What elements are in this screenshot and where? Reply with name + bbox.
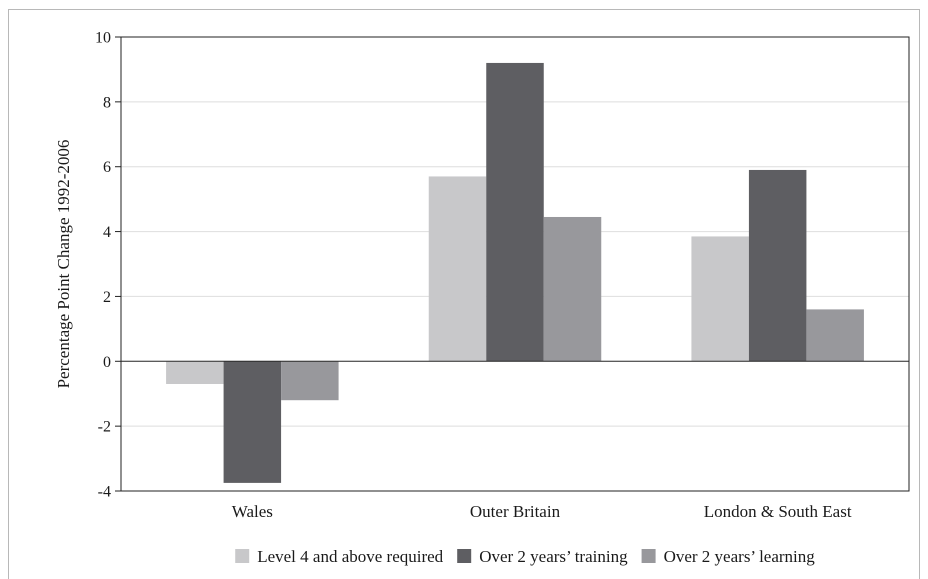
y-tick-label: -2 <box>98 419 111 436</box>
x-category-label: Wales <box>232 502 273 521</box>
legend-swatch <box>641 549 656 563</box>
bar <box>748 169 807 362</box>
y-tick-label: 10 <box>95 30 111 47</box>
bar <box>281 361 339 401</box>
legend: Level 4 and above required Over 2 years’ … <box>235 547 815 566</box>
plot-area-border <box>120 36 910 492</box>
y-tick-label: 4 <box>103 224 111 241</box>
bar <box>428 176 487 362</box>
legend-swatch <box>235 549 250 563</box>
y-tick-label: 8 <box>103 94 111 111</box>
bar <box>486 62 544 362</box>
legend-label: Over 2 years’ training <box>479 547 628 566</box>
bar <box>806 309 864 362</box>
y-axis: 10 8 6 4 2 0 -2 -4 <box>95 30 121 501</box>
legend-item: Over 2 years’ training <box>457 547 628 566</box>
y-axis-title: Percentage Point Change 1992-2006 <box>54 140 73 389</box>
bars <box>166 62 864 483</box>
y-tick-label: 2 <box>103 289 111 306</box>
legend-swatch <box>457 549 472 563</box>
bar <box>543 216 602 362</box>
legend-label: Level 4 and above required <box>257 547 443 566</box>
x-category-label: London & South East <box>704 502 852 521</box>
x-axis: Wales Outer Britain London & South East <box>232 502 852 521</box>
legend-item: Over 2 years’ learning <box>641 547 816 566</box>
bar <box>223 361 282 483</box>
bar <box>166 361 224 384</box>
y-tick-label: 0 <box>103 354 111 371</box>
legend-item: Level 4 and above required <box>235 547 444 566</box>
y-tick-label: -4 <box>98 484 111 501</box>
y-tick-label: 6 <box>103 159 111 176</box>
bar <box>691 236 749 362</box>
legend-label: Over 2 years’ learning <box>664 547 816 566</box>
x-category-label: Outer Britain <box>470 502 561 521</box>
chart-frame <box>8 9 920 579</box>
